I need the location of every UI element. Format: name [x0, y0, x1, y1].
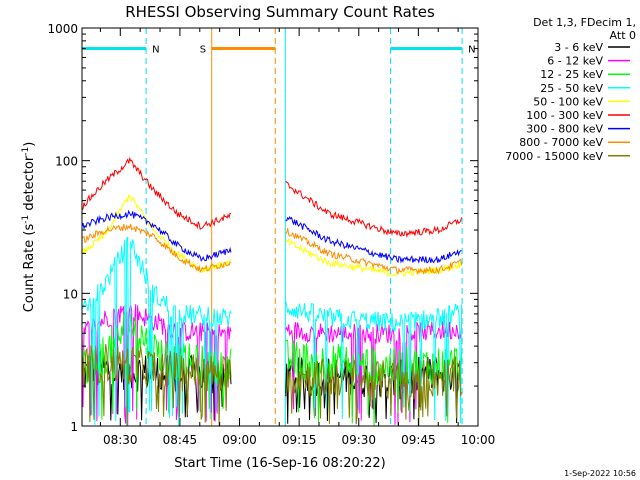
- legend-entry-label: 50 - 100 keV: [533, 95, 603, 108]
- series-line-4: [81, 194, 463, 278]
- legend-header-2: Att 0: [610, 29, 636, 42]
- series-line-7: [81, 223, 463, 276]
- x-axis-label: Start Time (16-Sep-16 08:20:22): [174, 456, 385, 471]
- legend-entry-label: 800 - 7000 keV: [519, 136, 603, 149]
- x-tick-label: 09:45: [401, 433, 436, 447]
- legend-entry-label: 300 - 800 keV: [526, 123, 603, 136]
- legend-entry-label: 12 - 25 keV: [540, 68, 603, 81]
- x-tick-label: 10:00: [461, 433, 496, 447]
- series-line-8: [81, 344, 463, 426]
- y-axis-label: Count Rate (s-1 detector-1): [21, 142, 37, 313]
- legend-entry-label: 100 - 300 keV: [526, 109, 603, 122]
- series-line-3: [81, 236, 463, 426]
- saa-label: S: [200, 45, 206, 56]
- night-label: N: [152, 45, 159, 56]
- y-axis: 1 10 100 1000: [47, 22, 478, 434]
- series-line-5: [81, 156, 463, 238]
- y-tick-label: 1000: [47, 22, 78, 36]
- x-axis: 08:30 08:45 09:00 09:15 09:30 09:45 10:00: [99, 28, 496, 447]
- x-tick-label: 08:45: [163, 433, 198, 447]
- x-tick-label: 08:30: [103, 433, 138, 447]
- x-tick-label: 09:30: [341, 433, 376, 447]
- y-tick-label: 10: [63, 287, 78, 301]
- night-label: N: [468, 45, 475, 56]
- timestamp: 1-Sep-2022 10:56: [564, 469, 636, 478]
- x-tick-label: 09:00: [222, 433, 257, 447]
- legend-entry-label: 6 - 12 keV: [547, 55, 603, 68]
- series-line-6: [81, 209, 462, 264]
- annotation-markers: N NS: [82, 45, 476, 56]
- legend-header-1: Det 1,3, FDecim 1,: [533, 16, 636, 29]
- plot-frame: [81, 27, 479, 427]
- legend-entry-label: 25 - 50 keV: [540, 82, 603, 95]
- legend-entry-label: 7000 - 15000 keV: [505, 150, 603, 163]
- y-tick-label: 100: [55, 155, 78, 169]
- chart-title: RHESSI Observing Summary Count Rates: [125, 3, 435, 21]
- y-tick-label: 1: [70, 420, 78, 434]
- series-lines: [81, 156, 463, 426]
- legend-entry-label: 3 - 6 keV: [554, 41, 603, 54]
- x-tick-label: 09:15: [282, 433, 317, 447]
